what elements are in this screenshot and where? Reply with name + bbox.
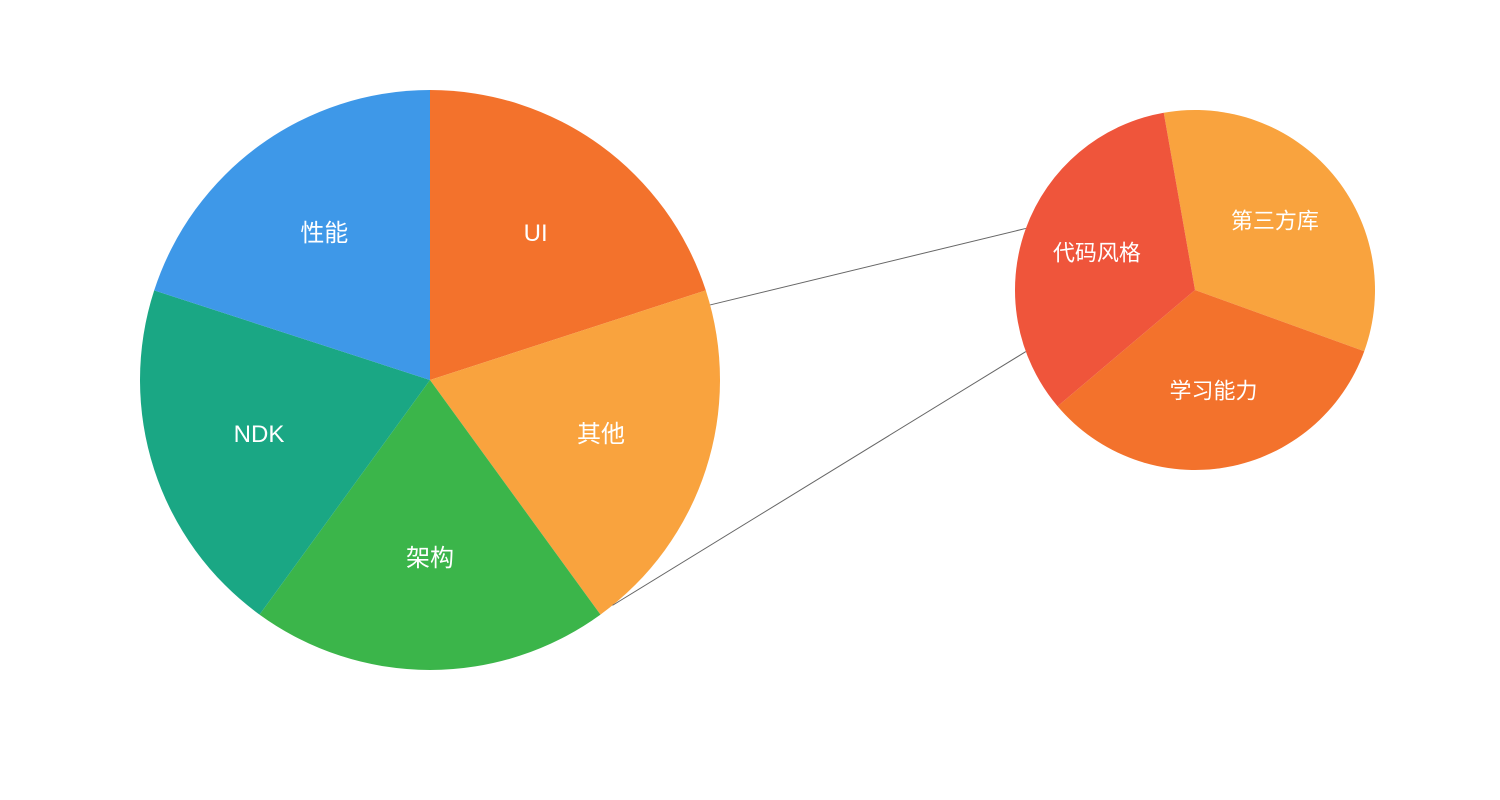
- detail_pie-label-2: 代码风格: [1053, 240, 1141, 265]
- main_pie-label-0: UI: [524, 220, 548, 247]
- main_pie-label-4: 性能: [300, 220, 348, 247]
- main_pie-label-1: 其他: [577, 421, 625, 448]
- detail_pie-label-0: 第三方库: [1231, 209, 1319, 234]
- main_pie-label-2: 架构: [406, 545, 454, 572]
- connector-line-top: [710, 228, 1026, 305]
- main_pie-label-3: NDK: [234, 421, 285, 448]
- detail_pie-label-1: 学习能力: [1169, 379, 1257, 404]
- pie-drilldown-chart: UI 其他架构 NDK 性能 第三方库学习能力 代码风格: [0, 0, 1500, 800]
